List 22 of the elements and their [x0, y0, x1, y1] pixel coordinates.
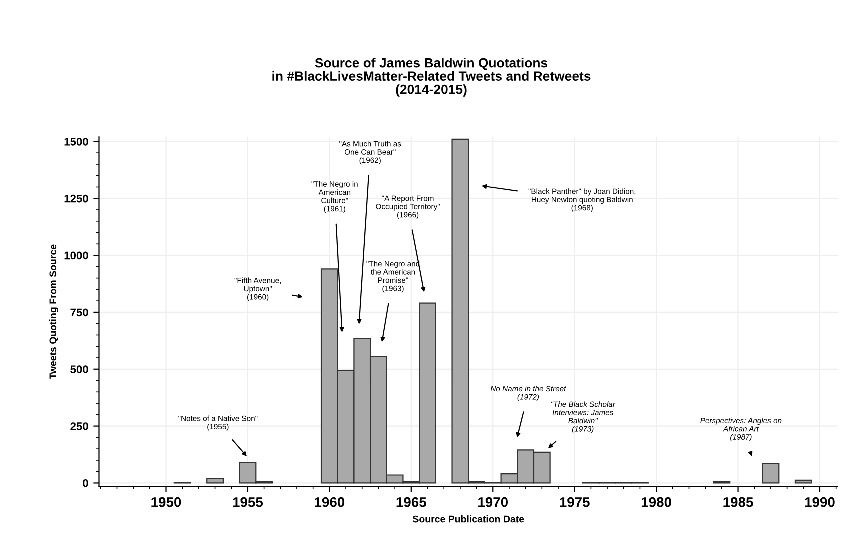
y-tick-label: 250 [70, 422, 88, 430]
bar [794, 480, 812, 484]
x-tick-label: 1985 [724, 497, 754, 508]
x-axis-title: Source Publication Date [412, 516, 524, 523]
x-tick-label: 1960 [315, 497, 345, 508]
x-tick-label: 1955 [233, 497, 264, 508]
x-tick-label: 1980 [642, 497, 672, 508]
y-tick-label: 1250 [64, 194, 88, 203]
y-tick-label: 1000 [64, 252, 88, 260]
x-tick-label: 1950 [152, 497, 182, 508]
chart-title: Source of James Baldwin Quotations in #BlackLivesMatter-Related Tweets and Retweets (2014-2015) [272, 58, 591, 97]
x-tick-label: 1975 [560, 497, 590, 508]
y-axis-title: Tweets Quoting From Source [49, 244, 59, 380]
y-tick-label: 0 [83, 479, 88, 488]
x-tick-label: 1970 [478, 497, 508, 508]
y-tick-label: 1500 [64, 138, 88, 146]
bar [762, 463, 780, 484]
bar [206, 478, 224, 484]
y-tick-label: 750 [70, 308, 88, 317]
x-tick-label: 1990 [805, 497, 835, 508]
x-tick-label: 1965 [396, 497, 426, 508]
y-tick-label: 500 [70, 366, 88, 374]
